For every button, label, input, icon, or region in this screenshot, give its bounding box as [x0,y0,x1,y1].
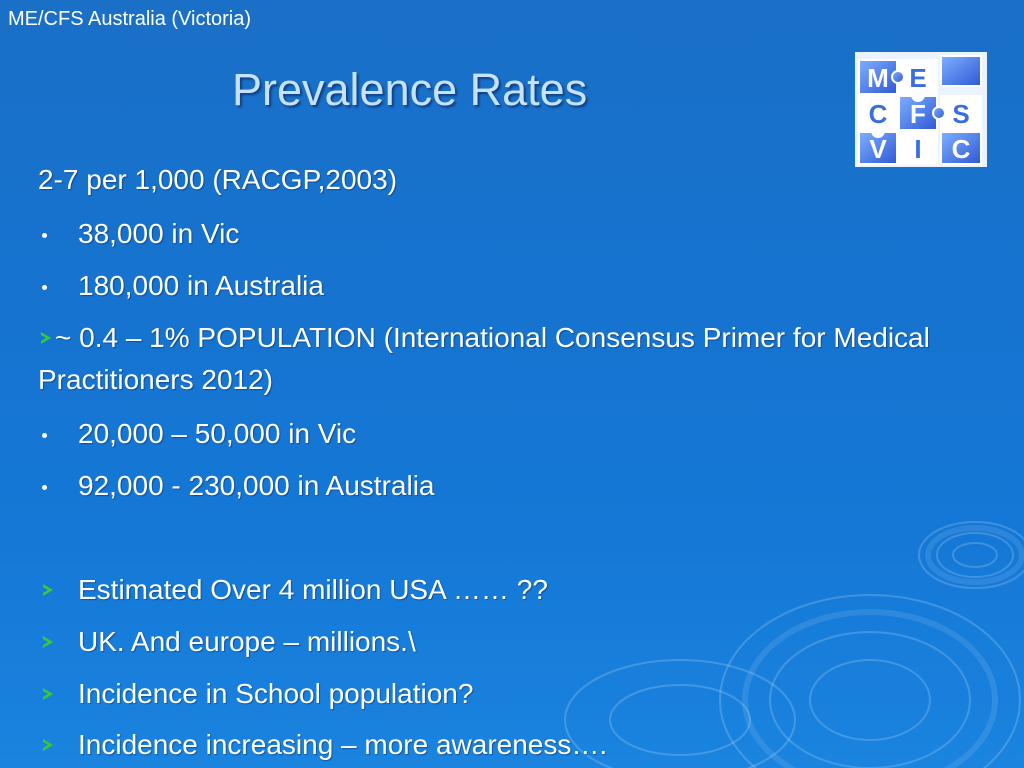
text-line-school-incidence: Incidence in School population? [78,678,474,709]
chevron-right-icon [43,636,53,648]
text-line-vic-racgp: 38,000 in Vic [78,218,240,249]
chevron-right-icon [41,331,51,344]
text-line-australia-consensus: 92,000 - 230,000 in Australia [78,470,435,501]
chevron-right-icon [43,584,53,596]
bullet-dot-icon [42,485,47,490]
bullet-dot-icon [42,433,47,438]
text-line-source-racgp: 2-7 per 1,000 (RACGP,2003) [38,164,398,195]
svg-text:M: M [867,63,889,93]
svg-text:C: C [952,134,971,164]
text-line-incidence-increasing: Incidence increasing – more awareness…. [78,729,608,760]
chevron-right-icon [43,688,53,700]
svg-text:I: I [914,134,921,164]
bullet-dot-icon [42,233,47,238]
svg-text:V: V [869,134,887,164]
chevron-right-icon [43,739,53,751]
text-line-source-consensus-text: ~ 0.4 – 1% POPULATION (International Con… [38,322,930,395]
slide-title: Prevalence Rates [232,64,588,115]
svg-text:S: S [952,99,969,129]
organization-label: ME/CFS Australia (Victoria) [8,8,252,30]
text-line-vic-consensus: 20,000 – 50,000 in Vic [78,418,357,449]
text-line-usa: Estimated Over 4 million USA …… ?? [78,574,548,605]
puzzle-logo-icon: M E C F S V I C [855,52,987,167]
text-line-uk-europe: UK. And europe – millions.\ [78,626,416,657]
svg-text:C: C [869,99,888,129]
svg-text:F: F [910,99,926,129]
svg-text:E: E [909,63,926,93]
text-line-source-consensus: ~ 0.4 – 1% POPULATION (International Con… [38,317,1008,401]
bullet-dot-icon [42,285,47,290]
text-line-australia-racgp: 180,000 in Australia [78,270,324,301]
